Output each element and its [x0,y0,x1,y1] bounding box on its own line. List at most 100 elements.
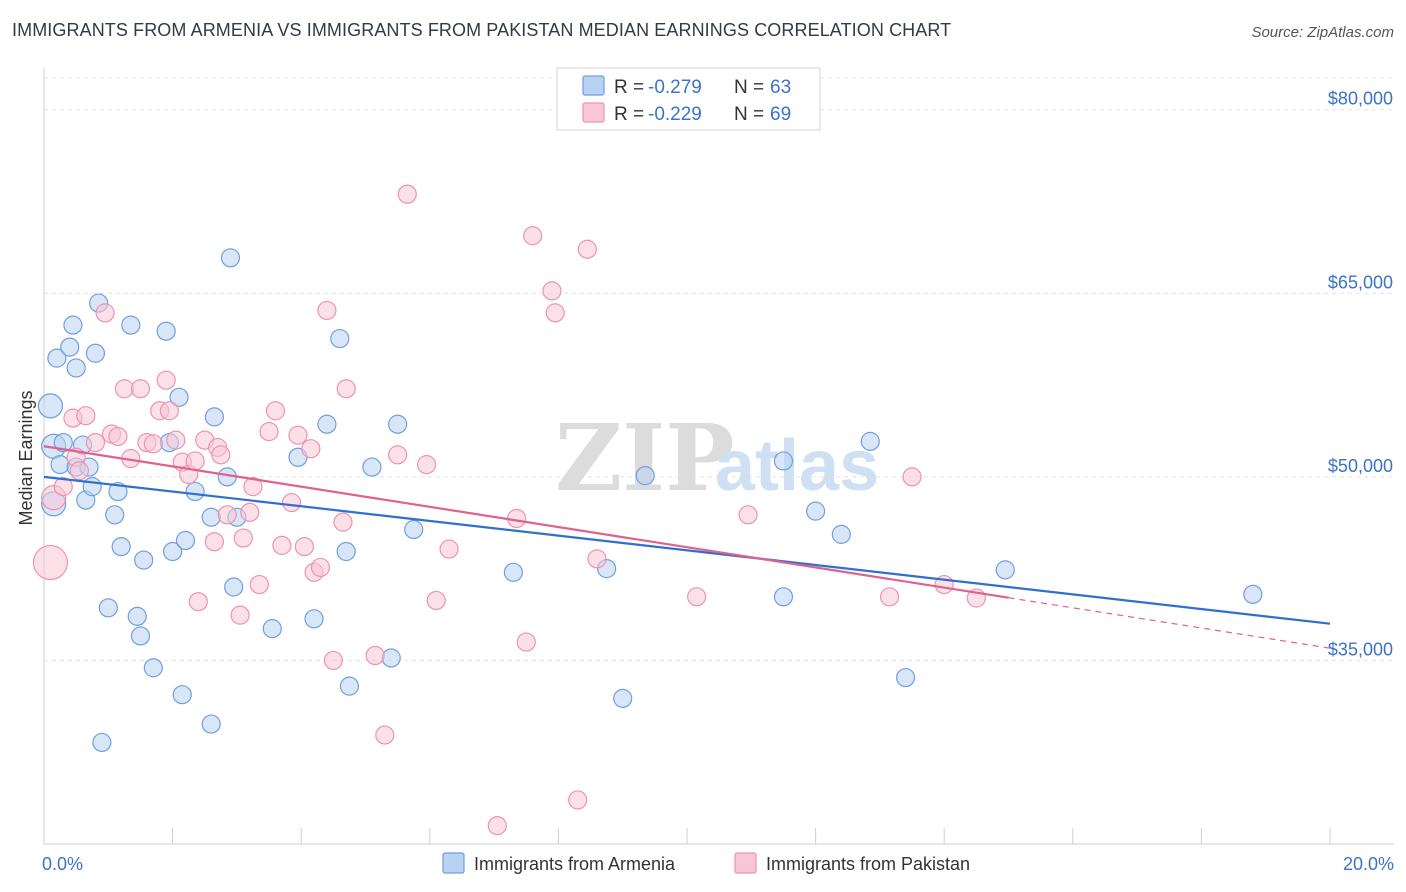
data-point [185,481,205,502]
data-point [66,358,86,378]
data-point [217,505,237,525]
data-point [1243,584,1263,604]
data-point [738,505,758,525]
data-point [577,239,597,259]
data-point [333,512,353,532]
data-point [211,445,231,465]
data-point [92,732,112,753]
data-point [687,587,707,607]
data-point [301,439,321,459]
data-point [172,685,192,705]
data-point [114,379,134,399]
data-point [896,667,916,688]
data-point [516,632,536,652]
data-point [121,315,141,335]
data-point [201,507,221,527]
data-point [503,562,523,582]
source-credit: Source: ZipAtlas.com [1251,24,1394,41]
data-point [375,725,395,745]
data-point [243,477,263,497]
data-point [108,426,128,447]
data-point [111,537,131,557]
data-point [108,481,128,502]
y-tick-label: $65,000 [1328,272,1393,292]
data-point [545,303,565,323]
data-point [69,461,89,481]
data-point [249,574,270,595]
data-point [143,658,163,678]
data-point [32,544,69,581]
data-point [902,467,922,487]
data-point [635,466,655,486]
data-point [317,414,337,434]
data-point [317,300,337,321]
data-point [85,432,106,453]
y-tick-label: $80,000 [1328,89,1393,109]
data-point [860,431,880,451]
data-point [63,315,83,335]
data-point [262,619,282,639]
data-point [416,455,437,475]
bottom-legend: Immigrants from Armenia Immigrants from … [442,852,970,874]
bottom-legend-swatch-armenia [442,852,465,874]
data-point [773,451,794,471]
data-point [330,328,350,349]
data-point [388,445,408,465]
data-point [995,560,1015,580]
grid-layer [44,77,1394,661]
data-point [224,577,244,597]
data-point [523,226,543,246]
data-point [204,532,224,552]
data-point [230,605,250,625]
data-point [381,648,401,668]
data-point [82,477,102,497]
data-point [365,645,385,666]
data-point [98,598,118,618]
data-point [272,535,292,555]
data-point [323,650,343,671]
data-point [542,281,562,301]
legend-r-label-armenia: R = [614,77,644,98]
data-point [233,528,253,548]
data-point [220,248,241,268]
data-point [53,432,73,453]
watermark: ZIP atlas [555,404,879,512]
data-point [568,790,588,810]
data-point [240,502,260,522]
data-point [587,549,607,569]
data-point [185,451,205,471]
trend-line-armenia [43,475,1331,625]
data-point [134,550,154,570]
data-point [487,816,507,836]
data-point [143,434,163,454]
stats-legend: R = -0.279 N = 63 R = -0.229 N = 69 [556,67,821,131]
trend-layer [43,445,1331,649]
data-point [336,379,356,399]
data-point [805,501,826,521]
data-point [259,421,279,442]
data-point [281,492,302,513]
data-point [879,587,900,607]
data-point [37,393,64,419]
data-point [76,406,96,426]
data-point [169,387,189,407]
legend-n-label-pakistan: N = [734,104,764,125]
legend-r-label-pakistan: R = [614,104,644,125]
data-point [404,519,424,540]
y-axis-label: Median Earnings [16,390,36,525]
data-point [288,425,308,445]
data-point [130,626,151,646]
data-point [105,505,125,525]
data-point [426,590,446,611]
data-point [439,539,459,559]
data-point [156,370,176,390]
data-point [127,606,147,626]
data-point [47,348,67,368]
watermark-zip: ZIP [555,404,734,512]
data-point [156,321,176,341]
data-point [95,303,115,323]
x-tick-max: 20.0% [1343,854,1394,874]
data-point [175,530,196,551]
data-point [831,524,851,544]
